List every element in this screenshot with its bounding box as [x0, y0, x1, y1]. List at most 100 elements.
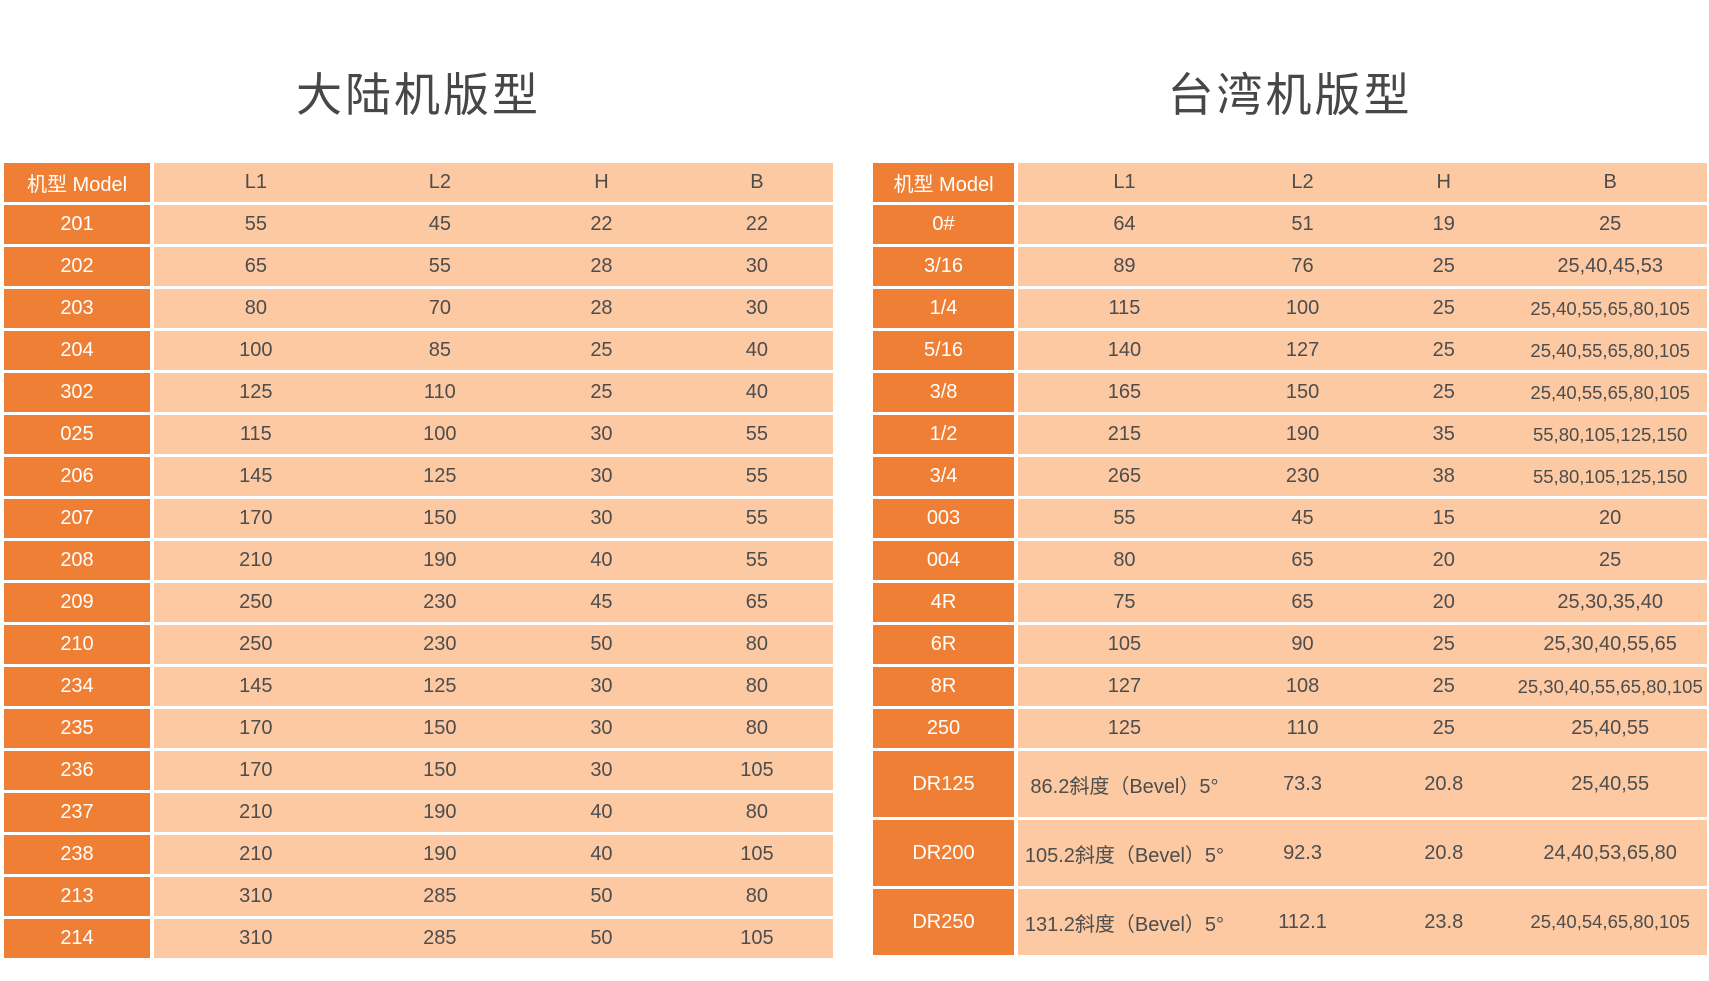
value-cell-h: 25 [1432, 339, 1455, 361]
value-cell-l1: 80 [1113, 549, 1136, 571]
value-cell-h: 22 [590, 213, 613, 235]
value-cell-h: 23.8 [1424, 910, 1464, 933]
value-cell-b: 105 [740, 927, 774, 949]
value-cell-l2: 100 [1285, 297, 1320, 319]
value-cell-l2: 190 [423, 549, 457, 571]
value-cell-b: 25 [1599, 549, 1622, 571]
value-cell-h: 40 [590, 549, 613, 571]
table-header-row: 机型 Model L1 L2 H B [4, 163, 833, 202]
value-cell-h: 25 [1432, 675, 1455, 697]
value-cell-l2: 55 [428, 255, 451, 277]
table-row: 206 145 125 30 55 [4, 457, 833, 496]
value-cell-b: 20 [1599, 507, 1622, 529]
model-cell: 1/4 [873, 289, 1014, 328]
value-cell-h: 20 [1432, 591, 1455, 613]
value-cell-b: 65 [745, 591, 769, 613]
value-cell-b: 55,80,105,125,150 [1532, 465, 1688, 487]
model-cell: 1/2 [873, 415, 1014, 454]
value-cell-h: 28 [590, 255, 613, 277]
value-cell-l1: 170 [239, 507, 273, 529]
table-row: 202 65 55 28 30 [4, 247, 833, 286]
value-cell-l2: 85 [428, 339, 451, 361]
value-cells: 125 110 25 25,40,55 [1018, 709, 1707, 748]
value-cells: 127 108 25 25,30,40,55,65,80,105 [1018, 667, 1707, 706]
value-cell-l1: 55 [1113, 507, 1136, 529]
model-cell: 238 [4, 835, 150, 874]
model-cell: 210 [4, 625, 150, 664]
value-cell-b: 55 [745, 465, 769, 487]
value-cell-h: 50 [590, 885, 613, 907]
model-cell: 209 [4, 583, 150, 622]
value-cell-b: 25,30,40,55,65,80,105 [1517, 675, 1703, 697]
table-row: 1/2 215 190 35 55,80,105,125,150 [873, 415, 1707, 454]
value-cell-h: 20 [1432, 549, 1455, 571]
table-row: 204 100 85 25 40 [4, 331, 833, 370]
table-row: DR250 131.2斜度（Bevel）5° 112.1 23.8 25,40,54,6… [873, 889, 1707, 955]
value-cell-l2: 110 [1286, 717, 1319, 739]
value-cells: 210 190 40 55 [154, 541, 833, 580]
value-cell-l2: 70 [428, 297, 451, 319]
value-cell-b: 55 [745, 507, 769, 529]
model-cell: DR125 [873, 751, 1014, 817]
value-cell-b: 25 [1599, 213, 1622, 235]
value-cell-b: 25,40,55,65,80,105 [1530, 339, 1690, 361]
value-cells: 140 127 25 25,40,55,65,80,105 [1018, 331, 1707, 370]
header-cell-b: B [750, 171, 764, 193]
table-row: 025 115 100 30 55 [4, 415, 833, 454]
value-cell-h: 30 [590, 507, 613, 529]
model-cell: 6R [873, 625, 1014, 664]
value-cell-l1: 64 [1113, 213, 1136, 235]
table-row: 302 125 110 25 40 [4, 373, 833, 412]
model-cell: 025 [4, 415, 150, 454]
value-cell-l1: 105 [1107, 633, 1142, 655]
table-title-taiwan: 台湾机版型 [1167, 69, 1413, 121]
value-cells: 215 190 35 55,80,105,125,150 [1018, 415, 1707, 454]
value-cell-l2: 65 [1291, 549, 1314, 571]
value-cell-h: 25 [590, 339, 613, 361]
value-cell-h: 50 [590, 927, 613, 949]
value-cell-l1: 125 [1107, 717, 1142, 739]
value-cells: 170 150 30 80 [154, 709, 833, 748]
taiwan-spec-table: 机型 Model L1 L2 H B 0# 64 51 19 25 3/16 89 76 25 25,40,… [873, 163, 1707, 958]
model-cell: 4R [873, 583, 1014, 622]
header-cell-h: H [1436, 171, 1451, 193]
value-cells: 170 150 30 105 [154, 751, 833, 790]
value-cell-b: 25,40,55,65,80,105 [1530, 297, 1690, 319]
table-row: 003 55 45 15 20 [873, 499, 1707, 538]
value-cell-l1: 210 [239, 801, 273, 823]
value-cell-l1: 250 [239, 633, 273, 655]
value-cell-l1: 165 [1107, 381, 1142, 403]
table-row: 5/16 140 127 25 25,40,55,65,80,105 [873, 331, 1707, 370]
value-cell-b: 30 [745, 255, 769, 277]
value-cell-l2: 108 [1285, 675, 1320, 697]
model-cell: 3/8 [873, 373, 1014, 412]
model-cell: 8R [873, 667, 1014, 706]
value-cells: 145 125 30 55 [154, 457, 833, 496]
value-cell-l2: 230 [423, 591, 457, 613]
value-cells: 310 285 50 105 [154, 919, 833, 958]
model-cell: DR200 [873, 820, 1014, 886]
value-cells: 86.2斜度（Bevel）5° 73.3 20.8 25,40,55 [1018, 751, 1707, 817]
value-cell-l2: 127 [1285, 339, 1320, 361]
value-cells: 115 100 25 25,40,55,65,80,105 [1018, 289, 1707, 328]
model-cell: 234 [4, 667, 150, 706]
value-cell-l1: 131.2斜度（Bevel）5° [1024, 913, 1225, 936]
value-cell-h: 20.8 [1424, 841, 1464, 864]
value-cell-b: 105 [740, 843, 774, 865]
value-cell-l1: 170 [239, 717, 273, 739]
value-cell-b: 105 [740, 759, 774, 781]
value-cell-h: 40 [590, 843, 613, 865]
model-cell: 201 [4, 205, 150, 244]
value-cell-b: 55,80,105,125,150 [1532, 423, 1688, 445]
value-cell-l1: 86.2斜度（Bevel）5° [1030, 775, 1219, 798]
table-row: 4R 75 65 20 25,30,35,40 [873, 583, 1707, 622]
value-cells: 170 150 30 55 [154, 499, 833, 538]
value-cell-l1: 115 [239, 423, 272, 445]
value-cells: 250 230 50 80 [154, 625, 833, 664]
value-cell-b: 25,30,35,40 [1557, 591, 1663, 613]
value-cell-l1: 310 [239, 927, 273, 949]
value-cell-b: 22 [745, 213, 769, 235]
table-row: 3/16 89 76 25 25,40,45,53 [873, 247, 1707, 286]
table-row: 238 210 190 40 105 [4, 835, 833, 874]
model-cell: 214 [4, 919, 150, 958]
